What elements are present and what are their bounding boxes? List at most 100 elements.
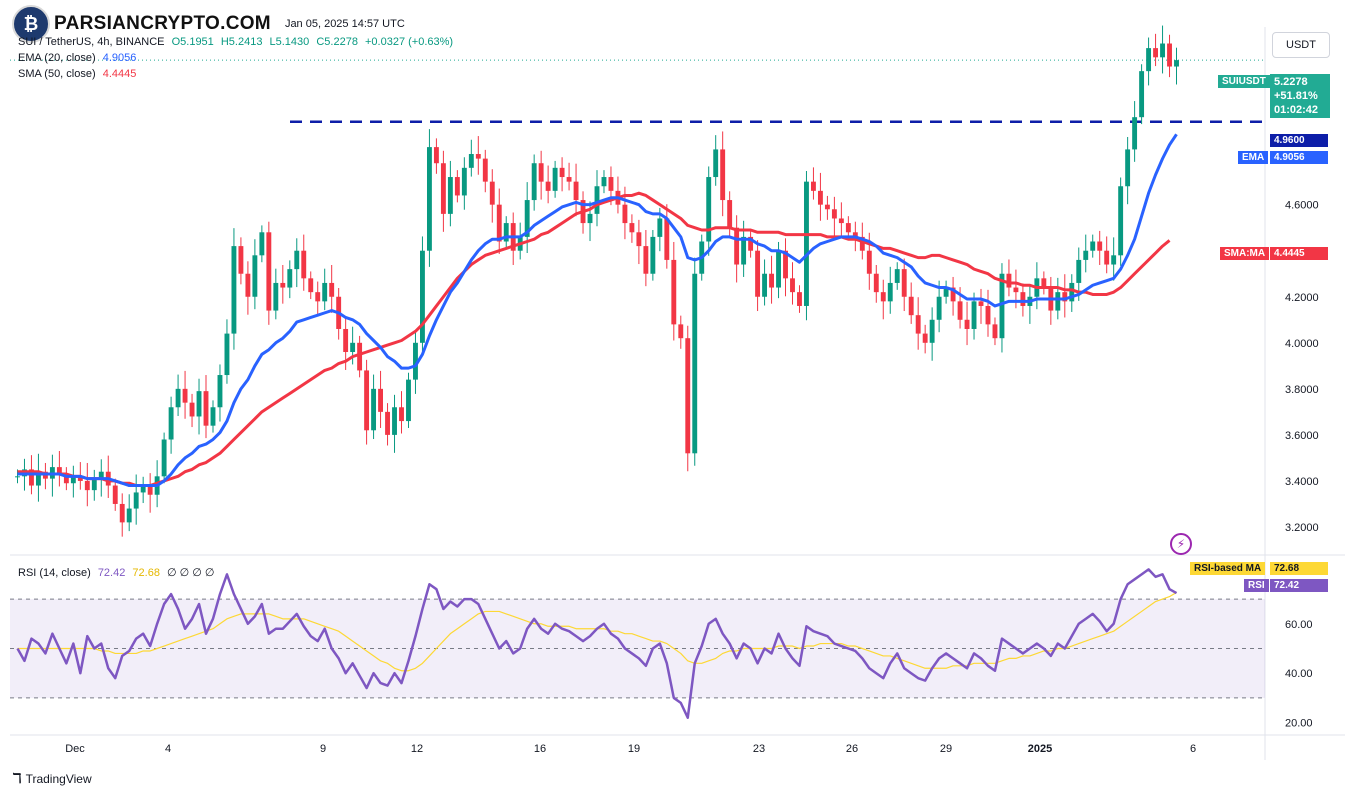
sma50-line [17, 191, 1171, 488]
candle-body [350, 342, 356, 353]
candle-body [1146, 48, 1152, 72]
ema-tag-label: EMA [1238, 151, 1269, 164]
candle-body [63, 474, 69, 484]
price-tick-label: 3.2000 [1285, 522, 1319, 534]
candle-body [657, 218, 663, 237]
price-change: +51.81% [1274, 90, 1318, 102]
candle-body [762, 273, 768, 297]
candle-body [77, 476, 83, 481]
candle-body [15, 476, 20, 478]
rsi-ma-value: 72.68 [132, 567, 160, 579]
candle-body [566, 177, 572, 182]
candle-body [685, 338, 691, 454]
price-tick-label: 3.4000 [1285, 476, 1319, 488]
rsi-label: RSI (14, close) [18, 567, 91, 579]
ema-legend[interactable]: EMA (20, close) 4.9056 [18, 52, 140, 64]
candle-body [734, 227, 740, 265]
candle-body [245, 273, 251, 297]
candle-body [741, 236, 747, 265]
candle-body [371, 388, 377, 431]
candle-body [538, 163, 544, 182]
lightning-icon[interactable]: ⚡ [1170, 533, 1192, 555]
brand-name: PARSIANCRYPTO.COM [50, 13, 275, 35]
rsi-legend[interactable]: RSI (14, close) 72.42 72.68 ∅ ∅ ∅ ∅ [18, 566, 219, 579]
candle-body [294, 250, 300, 270]
candle-body [1055, 292, 1061, 311]
candle-body [985, 305, 991, 325]
candle-body [420, 250, 425, 343]
candle-body [343, 328, 349, 353]
candle-body [1097, 241, 1103, 251]
candle-body [259, 232, 265, 256]
candle-body [1041, 278, 1047, 288]
candle-body [454, 177, 460, 196]
candle-body [929, 319, 935, 343]
candle-body [440, 163, 446, 214]
candle-body [852, 232, 858, 237]
candle-body [168, 407, 174, 440]
candle-body [175, 388, 181, 408]
time-tick-label: 6 [1190, 743, 1196, 755]
sma-legend[interactable]: SMA (50, close) 4.4445 [18, 68, 140, 80]
time-tick-label: 9 [320, 743, 326, 755]
candle-body [1125, 149, 1131, 187]
candle-body [489, 181, 495, 205]
candle-body [385, 411, 390, 435]
candle-body [901, 269, 907, 297]
candle-body [1006, 273, 1012, 288]
tradingview-logo-icon: ℸ [12, 770, 22, 786]
candle-body [98, 471, 104, 479]
candle-body [433, 147, 439, 164]
symbol-name: SUI / TetherUS, 4h, BINANCE [18, 36, 165, 48]
candle-body [280, 282, 286, 288]
candle-body [140, 485, 146, 493]
brand-logo: ₿ PARSIANCRYPTO.COM Jan 05, 2025 14:57 U… [12, 5, 405, 43]
candle-body [636, 232, 642, 247]
tradingview-logo: TradingView [25, 771, 92, 786]
time-tick-label: 16 [534, 743, 546, 755]
ema-value: 4.9056 [102, 52, 137, 64]
candle-body [196, 391, 202, 417]
rsi-ma-tag-label: RSI-based MA [1190, 562, 1266, 575]
candle-body [308, 278, 314, 293]
candle-body [915, 315, 921, 334]
candle-body [1167, 43, 1172, 67]
candle-body [671, 259, 677, 325]
candle-body [329, 282, 335, 297]
candle-body [922, 333, 928, 343]
candle-body [880, 292, 886, 302]
candle-body [810, 181, 816, 191]
high-value: H5.2413 [220, 36, 263, 48]
candle-body [797, 292, 802, 306]
candle-body [1111, 255, 1117, 265]
candle-body [231, 246, 237, 334]
candle-body [203, 391, 209, 426]
candle-body [859, 236, 865, 251]
candle-body [755, 250, 761, 297]
change-value: +0.0327 (+0.63%) [365, 36, 454, 48]
candle-body [447, 177, 453, 214]
symbol-legend[interactable]: SUI / TetherUS, 4h, BINANCE O5.1951 H5.2… [18, 36, 457, 48]
ema20-line [17, 133, 1178, 488]
candle-body [769, 273, 774, 288]
time-tick-label: 19 [628, 743, 640, 755]
candle-body [908, 296, 914, 316]
time-tick-label: 23 [753, 743, 765, 755]
candle-body [992, 324, 998, 339]
candle-body [238, 246, 244, 274]
candle-body [468, 154, 474, 168]
price-tick-label: 3.8000 [1285, 384, 1319, 396]
candle-body [406, 379, 411, 422]
open-value: O5.1951 [171, 36, 214, 48]
currency-selector[interactable]: USDT [1272, 32, 1330, 58]
ema-tag-value: 4.9056 [1270, 151, 1328, 164]
candle-body [608, 177, 614, 191]
candle-body [804, 181, 809, 306]
rsi-ma-tag-value: 72.68 [1270, 562, 1328, 575]
candle-body [531, 163, 537, 201]
candle-body [357, 342, 363, 371]
candle-body [413, 342, 418, 380]
candle-body [790, 278, 795, 293]
candle-body [964, 319, 970, 329]
